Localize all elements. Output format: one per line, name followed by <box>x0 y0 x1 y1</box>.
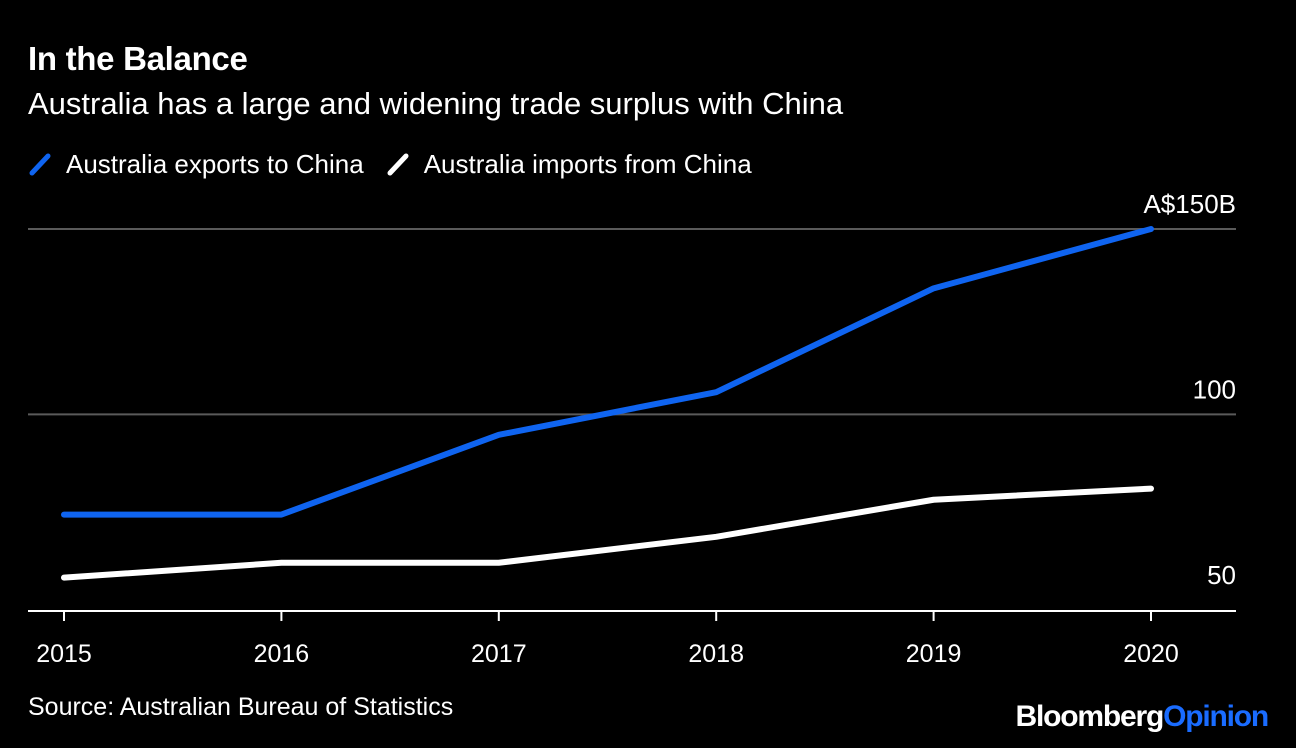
legend-label-imports: Australia imports from China <box>423 148 752 179</box>
y-tick-label-150: A$150B <box>1143 189 1236 219</box>
legend-item-exports: Australia exports to China <box>28 149 364 180</box>
legend-swatch-imports <box>387 153 409 176</box>
x-tick-label-2019: 2019 <box>906 640 962 668</box>
chart-legend: Australia exports to China Australia imp… <box>28 146 774 182</box>
x-tick-label-2015: 2015 <box>36 640 92 668</box>
y-tick-label-50: 50 <box>1207 560 1236 590</box>
y-tick-label-100: 100 <box>1193 374 1236 404</box>
logo-brand: Bloomberg <box>1015 700 1165 733</box>
source-note: Source: Australian Bureau of Statistics <box>28 693 454 721</box>
legend-item-imports: Australia imports from China <box>386 149 752 180</box>
legend-swatch-exports <box>29 153 51 176</box>
logo-opinion: Opinion <box>1163 700 1269 733</box>
chart-subtitle: Australia has a large and widening trade… <box>28 86 844 121</box>
legend-label-exports: Australia exports to China <box>66 148 364 179</box>
x-tick-label-2020: 2020 <box>1123 640 1179 668</box>
series-line-exports <box>61 226 1154 518</box>
bloomberg-opinion-logo: BloombergOpinion <box>1015 700 1270 734</box>
x-tick-label-2016: 2016 <box>254 640 310 668</box>
series-line-imports <box>61 485 1154 581</box>
chart-title: In the Balance <box>28 40 248 77</box>
x-tick-label-2018: 2018 <box>688 640 744 668</box>
x-tick-label-2017: 2017 <box>471 640 527 668</box>
